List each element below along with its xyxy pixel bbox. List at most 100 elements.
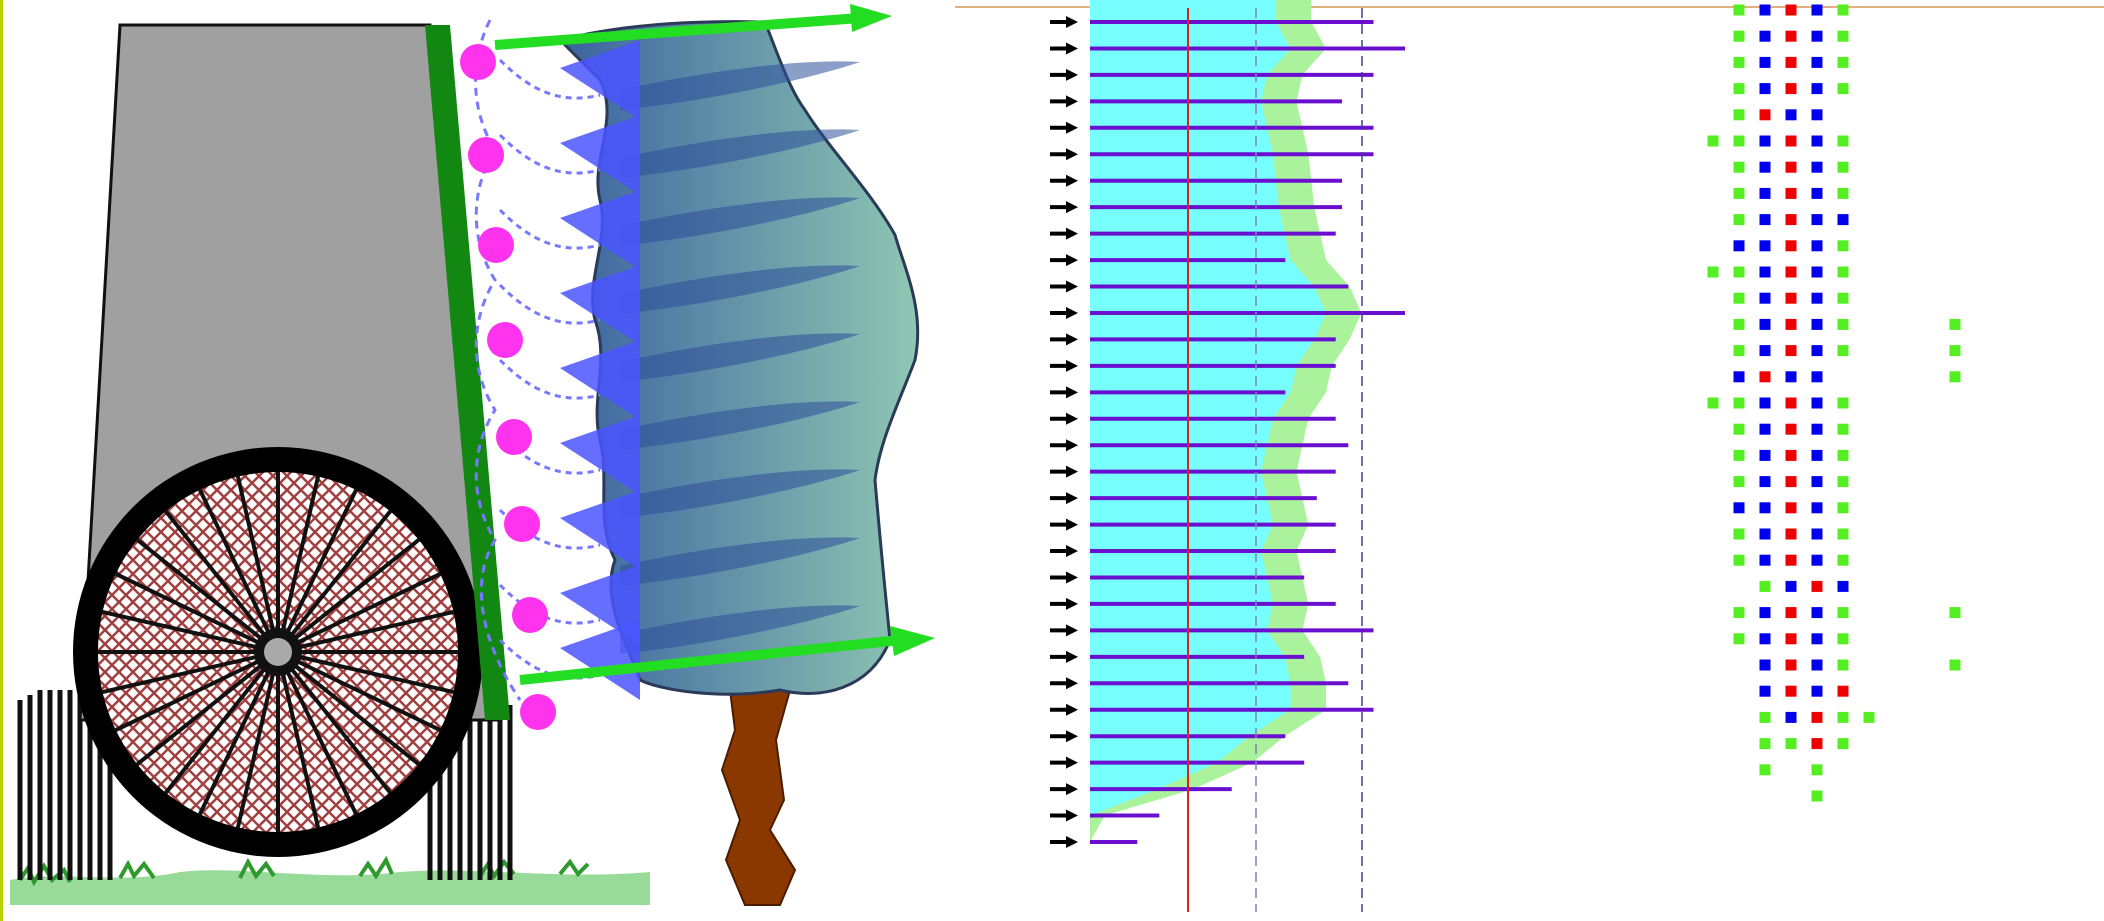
- airflow-arrowhead: [1066, 518, 1078, 531]
- airflow-arrowhead: [1066, 571, 1078, 584]
- nozzle-dot: [1811, 214, 1823, 226]
- nozzle-dot: [1759, 318, 1771, 330]
- wheel-spoke: [164, 510, 280, 654]
- airflow-arrow-icons: [1050, 16, 1078, 848]
- wheel-spoke: [276, 650, 392, 794]
- nozzle-dot: [1759, 711, 1771, 723]
- nozzle-dot: [1785, 318, 1797, 330]
- nozzle-dot: [1759, 476, 1771, 488]
- nozzle-ball: [468, 137, 504, 173]
- nozzle-dot: [1759, 214, 1771, 226]
- nozzle-dot: [1759, 449, 1771, 461]
- nozzle-dot: [1733, 56, 1745, 68]
- spray-cone: [560, 340, 640, 420]
- nozzle-dot: [1811, 109, 1823, 121]
- airflow-arrowhead: [1066, 545, 1078, 558]
- spray-cone: [560, 190, 640, 270]
- bottom-arrow-icon: [519, 626, 935, 685]
- crown-streak: [620, 605, 860, 654]
- nozzle-dot: [1811, 633, 1823, 645]
- nozzle-dot: [1733, 83, 1745, 95]
- nozzle-dot: [1785, 187, 1797, 199]
- nozzle-dot: [1837, 423, 1849, 435]
- nozzle-dot: [1785, 685, 1797, 697]
- nozzle-dot: [1811, 764, 1823, 776]
- nozzle-dot: [1837, 476, 1849, 488]
- airflow-arrowhead: [1066, 95, 1078, 108]
- airflow-arrowhead: [1066, 650, 1078, 663]
- nozzle-dot: [1811, 476, 1823, 488]
- nozzle-dot: [1785, 554, 1797, 566]
- nozzle-dot: [1733, 214, 1745, 226]
- nozzle-dot: [1811, 397, 1823, 409]
- nozzle-dot: [1759, 554, 1771, 566]
- nozzle-dot: [1733, 554, 1745, 566]
- nozzle-dot: [1759, 580, 1771, 592]
- airflow-arrowhead: [1066, 386, 1078, 399]
- airflow-arrowhead: [1066, 42, 1078, 55]
- nozzle-dot: [1863, 711, 1875, 723]
- nozzle-dot: [1759, 659, 1771, 671]
- airflow-arrowhead: [1066, 280, 1078, 293]
- airflow-arrowhead: [1066, 68, 1078, 81]
- crown-streak: [620, 469, 860, 518]
- nozzle-dot: [1733, 345, 1745, 357]
- nozzle-dot: [1759, 240, 1771, 252]
- tree-trunk: [720, 689, 797, 906]
- nozzle-dot: [1759, 30, 1771, 42]
- airflow-arrowhead: [1066, 359, 1078, 372]
- nozzle-dot: [1837, 292, 1849, 304]
- crown-streak: [620, 333, 860, 382]
- airflow-arrowhead: [1066, 492, 1078, 505]
- nozzle-dot: [1811, 423, 1823, 435]
- nozzle-dot: [1785, 135, 1797, 147]
- nozzle-dot: [1811, 738, 1823, 750]
- airflow-arrowhead: [1066, 306, 1078, 319]
- wheel-spoke: [114, 650, 279, 732]
- wheel-spoke: [114, 572, 279, 654]
- airflow-arrowhead: [1066, 809, 1078, 822]
- spray-cone: [560, 415, 640, 495]
- airflow-arrowhead: [1066, 201, 1078, 214]
- spray-scallop: [498, 58, 601, 100]
- airflow-arrowhead: [1066, 597, 1078, 610]
- nozzle-dot: [1733, 187, 1745, 199]
- outlier-dot: [1949, 318, 1961, 330]
- nozzle-dot: [1759, 371, 1771, 383]
- spray-cone: [560, 490, 640, 570]
- nozzle-dot: [1733, 449, 1745, 461]
- top-arrow-icon: [494, 4, 892, 50]
- nozzle-dot: [1837, 528, 1849, 540]
- wheel-spoke: [276, 538, 420, 654]
- crown-streak: [620, 61, 860, 110]
- nozzle-dot: [1837, 214, 1849, 226]
- outlier-dot: [1949, 659, 1961, 671]
- nozzle-dot: [1759, 607, 1771, 619]
- wheel-spoke: [276, 650, 420, 766]
- nozzle-dot: [1785, 83, 1797, 95]
- deposition-bars: [1090, 20, 1405, 844]
- nozzle-dot: [1837, 554, 1849, 566]
- nozzle-dot: [1733, 4, 1745, 16]
- airflow-arrowhead: [1066, 677, 1078, 690]
- nozzle-dot: [1733, 423, 1745, 435]
- nozzle-dot: [1733, 30, 1745, 42]
- nozzle-dot-grid: [1707, 4, 1961, 802]
- nozzle-dot: [1759, 83, 1771, 95]
- nozzle-dot: [1733, 371, 1745, 383]
- nozzle-dot: [1811, 161, 1823, 173]
- nozzle-dot: [1785, 240, 1797, 252]
- nozzle-dot: [1837, 711, 1849, 723]
- nozzle-dot: [1759, 633, 1771, 645]
- airflow-arrowhead: [1066, 174, 1078, 187]
- nozzle-dot: [1733, 397, 1745, 409]
- nozzle-dot: [1837, 397, 1849, 409]
- airflow-arrowhead: [1066, 730, 1078, 743]
- nozzle-dot: [1785, 633, 1797, 645]
- nozzle-dot: [1785, 161, 1797, 173]
- nozzle-dot: [1811, 790, 1823, 802]
- airflow-arrowhead: [1066, 16, 1078, 28]
- nozzle-dot: [1785, 214, 1797, 226]
- nozzle-dot: [1837, 345, 1849, 357]
- spray-cone: [560, 265, 640, 345]
